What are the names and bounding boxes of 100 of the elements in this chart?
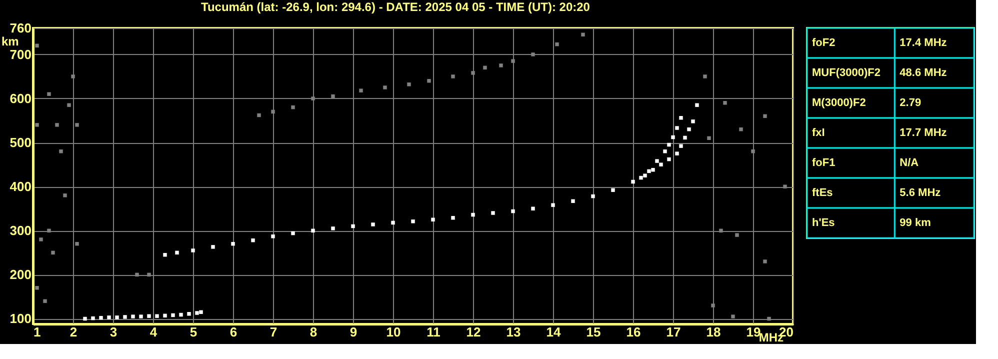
point bbox=[683, 136, 687, 140]
point bbox=[131, 314, 135, 318]
point bbox=[667, 142, 671, 147]
text: foF1 bbox=[812, 157, 836, 169]
text: foF2 bbox=[812, 37, 836, 49]
point bbox=[75, 123, 79, 127]
point bbox=[35, 44, 39, 48]
point bbox=[471, 71, 475, 75]
point bbox=[659, 162, 663, 166]
point bbox=[675, 126, 679, 130]
point bbox=[51, 250, 55, 255]
point bbox=[591, 194, 595, 198]
point bbox=[331, 94, 335, 98]
x-tick-label: 11 bbox=[426, 324, 440, 340]
point bbox=[571, 199, 575, 203]
point bbox=[739, 127, 743, 132]
point bbox=[499, 64, 503, 68]
text: 17.4 MHz bbox=[900, 37, 948, 49]
point bbox=[47, 228, 51, 232]
point bbox=[651, 168, 655, 172]
x-tick-label: 2 bbox=[70, 324, 78, 340]
point bbox=[35, 286, 39, 290]
point bbox=[191, 248, 195, 252]
point bbox=[767, 316, 771, 321]
point bbox=[163, 252, 167, 257]
point bbox=[171, 313, 175, 318]
text: 2.79 bbox=[900, 97, 922, 109]
x-tick-label: 13 bbox=[506, 324, 521, 340]
point bbox=[511, 59, 515, 63]
point bbox=[451, 216, 455, 220]
y-tick-label: 600 bbox=[10, 90, 32, 106]
y-tick-label: 500 bbox=[10, 135, 32, 150]
point bbox=[199, 310, 203, 314]
y-tick-label: 400 bbox=[10, 179, 32, 194]
point bbox=[257, 113, 261, 118]
point bbox=[671, 135, 675, 140]
text: MUF(3000)F2 bbox=[812, 67, 880, 79]
point bbox=[763, 114, 767, 118]
point bbox=[711, 304, 715, 308]
y-axis-title: km bbox=[2, 34, 19, 48]
point bbox=[691, 120, 695, 124]
point bbox=[407, 82, 411, 86]
y-tick-label: 100 bbox=[10, 311, 32, 326]
point bbox=[371, 222, 375, 226]
point bbox=[39, 238, 43, 242]
point bbox=[179, 312, 183, 317]
x-tick-label: 1 bbox=[34, 324, 41, 340]
point bbox=[35, 123, 39, 127]
point bbox=[751, 149, 755, 154]
text: 99 km bbox=[900, 217, 932, 229]
point bbox=[679, 144, 683, 148]
point bbox=[123, 315, 127, 319]
point bbox=[155, 314, 159, 318]
point bbox=[135, 272, 139, 277]
point bbox=[187, 312, 191, 316]
text: ftEs bbox=[812, 187, 833, 199]
point bbox=[723, 101, 727, 105]
point bbox=[175, 250, 179, 255]
text: fxI bbox=[812, 127, 825, 139]
y-tick-label: 760 bbox=[10, 20, 32, 36]
x-tick-label: 4 bbox=[150, 324, 158, 340]
point bbox=[679, 116, 683, 120]
point bbox=[271, 234, 275, 238]
point bbox=[115, 316, 119, 320]
point bbox=[231, 242, 235, 246]
point bbox=[451, 74, 455, 78]
point bbox=[291, 231, 295, 236]
point bbox=[391, 220, 395, 225]
point bbox=[427, 78, 431, 83]
y-tick-label: 200 bbox=[10, 267, 32, 282]
point bbox=[195, 311, 199, 315]
point bbox=[687, 127, 691, 132]
x-tick-label: 10 bbox=[386, 324, 401, 340]
point bbox=[631, 180, 635, 184]
point bbox=[99, 316, 103, 320]
point bbox=[483, 66, 487, 70]
point bbox=[311, 228, 315, 232]
point bbox=[55, 123, 59, 127]
point bbox=[471, 212, 475, 217]
point bbox=[91, 316, 95, 320]
point bbox=[667, 157, 671, 162]
x-tick-label: 16 bbox=[626, 324, 641, 340]
point bbox=[611, 188, 615, 192]
point bbox=[211, 245, 215, 249]
point bbox=[331, 226, 335, 230]
point bbox=[511, 209, 515, 214]
point bbox=[251, 238, 255, 242]
point bbox=[643, 174, 647, 178]
x-tick-label: 15 bbox=[586, 324, 601, 340]
point bbox=[359, 88, 363, 92]
point bbox=[735, 233, 739, 237]
point bbox=[43, 299, 47, 303]
point bbox=[555, 42, 559, 46]
point bbox=[551, 203, 555, 207]
x-tick-label: 19 bbox=[746, 324, 761, 340]
point bbox=[291, 105, 295, 110]
point bbox=[147, 272, 151, 277]
x-tick-label: 17 bbox=[666, 324, 681, 340]
point bbox=[71, 74, 75, 78]
point bbox=[675, 152, 679, 156]
